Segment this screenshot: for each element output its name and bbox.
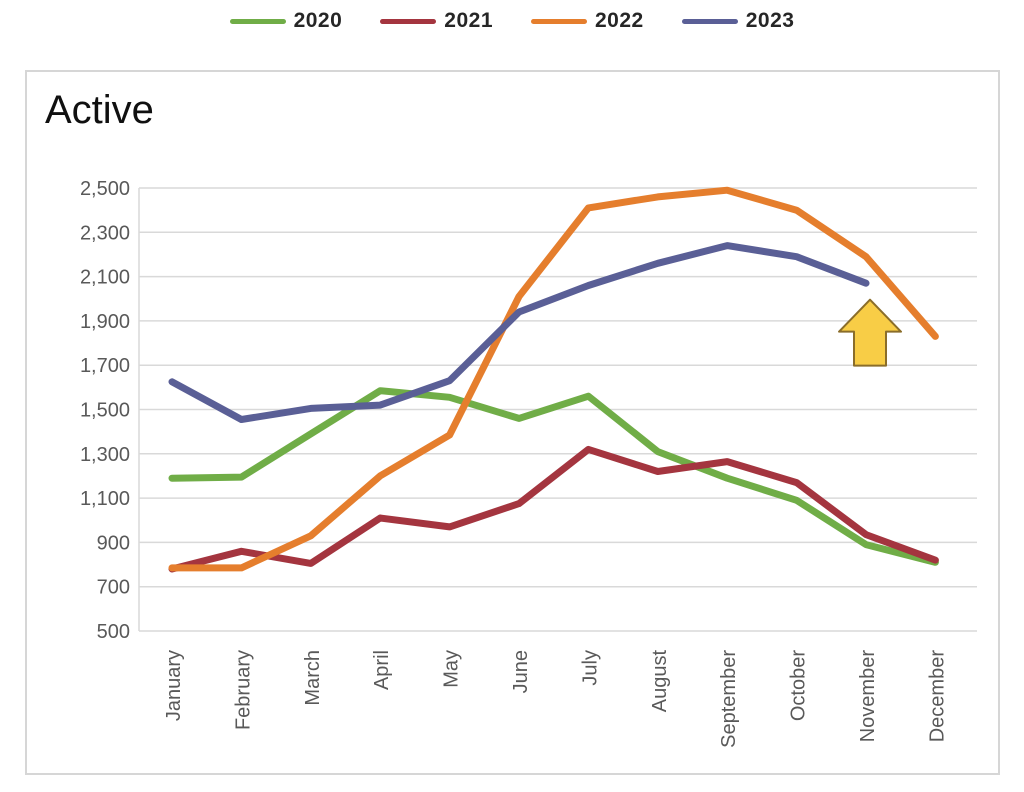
x-tick-label-april: April [371, 650, 393, 690]
legend-label-2020: 2020 [293, 9, 343, 32]
x-tick-label-may: May [441, 650, 463, 688]
x-tick-label-october: October [788, 650, 810, 721]
y-tick-label: 2,300 [80, 222, 130, 244]
legend-item-2023: 2023 [681, 9, 795, 33]
y-tick-label: 2,100 [80, 267, 130, 289]
legend-item-2020: 2020 [229, 9, 343, 33]
x-tick-label-january: January [163, 650, 185, 721]
x-tick-label-december: December [926, 650, 948, 743]
y-tick-label: 900 [97, 532, 130, 554]
series-line-2020 [168, 387, 939, 566]
x-tick-label-june: June [510, 650, 532, 693]
legend-item-2022: 2022 [531, 9, 644, 33]
y-tick-label: 1,900 [80, 311, 130, 333]
y-tick-label: 700 [97, 577, 130, 599]
chart-title: Active [45, 88, 154, 132]
legend-label-2021: 2021 [444, 9, 493, 32]
legend-item-2021: 2021 [380, 9, 493, 33]
line-chart: 2,500 2,300 2,100 1,900 1,700 1,500 1,300 1,100… [80, 178, 977, 748]
series-line-2023 [168, 242, 870, 423]
up-arrow-annotation [838, 298, 902, 367]
legend-label-2023: 2023 [745, 9, 795, 32]
y-tick-label: 1,500 [80, 400, 130, 422]
x-tick-label-february: February [232, 650, 254, 730]
y-tick-label: 1,300 [80, 444, 130, 466]
legend-swatch-2021 [380, 18, 437, 24]
x-tick-label-august: August [649, 650, 671, 713]
legend-swatch-2023 [681, 18, 738, 24]
series-line-2022 [168, 186, 939, 572]
legend-swatch-2020 [229, 18, 286, 24]
x-tick-label-july: July [579, 650, 601, 686]
chart-card: Active 2,500 2,300 2,100 1,900 1,700 1,500 1,3… [25, 70, 1000, 775]
x-tick-label-march: March [302, 650, 324, 706]
y-tick-label: 2,500 [80, 178, 130, 200]
y-tick-label: 1,100 [80, 488, 130, 510]
chart-legend: 2020 2021 2022 2023 [0, 9, 1024, 33]
y-tick-label: 1,700 [80, 355, 130, 377]
series-line-2021 [168, 445, 939, 573]
x-tick-label-september: September [718, 650, 740, 748]
y-tick-label: 500 [97, 621, 130, 643]
x-tick-label-november: November [857, 650, 879, 743]
legend-swatch-2022 [531, 18, 587, 24]
legend-label-2022: 2022 [595, 9, 644, 32]
